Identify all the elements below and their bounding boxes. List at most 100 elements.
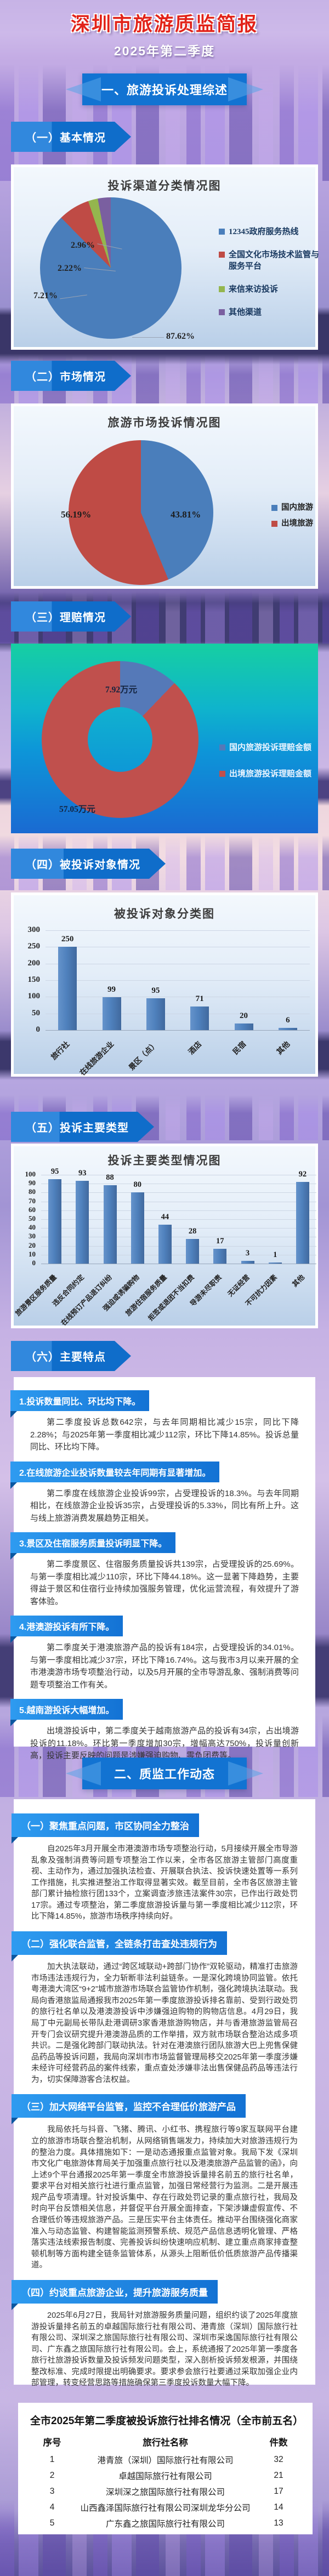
- bar: [48, 1179, 62, 1264]
- legend-label: 全国文化市场技术监管与服务平台: [229, 251, 320, 271]
- pie-chart: [69, 440, 213, 585]
- donut-hole: [88, 707, 152, 772]
- claim-amounts-chart-card: 7.92万元 57.05万元 国内旅游投诉理赔金额 出境旅游投诉理赔金额: [11, 644, 318, 833]
- legend-item: 国内旅游投诉理赔金额: [219, 742, 318, 753]
- legend-item: 出境旅游投诉理赔金额: [219, 769, 318, 780]
- table-row: 4 山西鑫泽国际旅行社有限公司深圳龙华分公司 14: [30, 2499, 300, 2515]
- x-category-label: 民宿: [231, 1039, 247, 1056]
- plot-area: 250 99 95 71 20 6: [46, 930, 310, 1031]
- legend-label: 出境旅游投诉理赔金额: [229, 770, 312, 779]
- gridline: [41, 1192, 316, 1193]
- bar: [131, 1192, 144, 1264]
- y-tick-label: 30: [29, 1232, 36, 1241]
- legend-swatch: [219, 229, 225, 235]
- feature-ribbon: 4.港澳游投诉有所下降。: [10, 1616, 123, 1643]
- x-category-label: 旅行社: [49, 1039, 71, 1062]
- table-cell: 13: [274, 2518, 283, 2528]
- bar-value-label: 71: [195, 994, 204, 1003]
- bar-value-label: 99: [107, 985, 116, 994]
- y-tick-label: 10: [29, 1249, 36, 1258]
- dynamics-ribbon: （二）强化联合监管，全链条打击查处违规行为: [12, 1931, 227, 1962]
- table-body: 1 港青旅（深圳）国际旅行社有限公司 32 2 卓越国际旅行社有限公司 21 3 深圳深之旅国…: [30, 2452, 300, 2531]
- complained-objects-chart-card: 被投诉对象分类图 250 99 95 71 20 6 0 50 100 150 200 250 300 旅…: [11, 892, 318, 1077]
- table-cell: 14: [274, 2502, 283, 2512]
- legend-label: 12345政府服务热线: [229, 228, 299, 236]
- bar-chart: 250 99 95 71 20 6 0 50 100 150 200 250 300 旅行社 在线旅游企业景…: [14, 925, 315, 1077]
- bar-value-label: 17: [216, 1236, 224, 1246]
- legend-label: 来信来访投诉: [229, 285, 279, 294]
- table-row: 1 港青旅（深圳）国际旅行社有限公司 32: [30, 2452, 300, 2467]
- feature-ribbon: 2.在线旅游企业投诉数量较去年同期有显著增加。: [10, 1461, 220, 1489]
- x-category-label: 酒店: [186, 1039, 203, 1056]
- bar: [296, 1182, 309, 1264]
- y-tick-label: 150: [27, 975, 41, 984]
- feature-ribbon: 3.景区及住宿服务质量投诉明显下降。: [10, 1532, 176, 1560]
- pie-callout-label: 87.62%: [166, 332, 195, 341]
- callout-line: [132, 337, 164, 338]
- y-tick-label: 0: [36, 1025, 41, 1034]
- chart-legend: 12345政府服务热线全国文化市场技术监管与服务平台来信来访投诉 其他渠道: [219, 226, 326, 330]
- legend-item: 国内旅游: [271, 503, 313, 514]
- dynamics-paragraph: 我局依托与抖音、飞猪、腾讯、小红书、携程旅行等9家互联网平台建立的旅游市场联合整…: [31, 2125, 298, 2270]
- table-cell: 4: [49, 2502, 55, 2512]
- bar: [146, 998, 165, 1030]
- feature-paragraph: 第二季度在线旅游企业投诉99宗，占受理投诉的18.3%。与去年同期相比，在线旅游…: [30, 1488, 299, 1523]
- table-header-agency: 旅行社名称: [143, 2438, 188, 2448]
- x-category-label: 无证经营: [226, 1273, 251, 1298]
- legend-label: 其他渠道: [229, 308, 262, 317]
- table-header-count: 件数: [269, 2438, 288, 2448]
- feature-paragraph: 第二季度关于港澳旅游产品的投诉有184宗，占受理投诉的34.01%。与第一季度相…: [30, 1643, 299, 1690]
- y-tick-label: 80: [29, 1187, 36, 1196]
- bar-value-label: 250: [61, 935, 74, 944]
- chart-title: 投诉主要类型情况图: [107, 1154, 222, 1167]
- table-header-row: 序号 旅行社名称 件数: [30, 2435, 300, 2448]
- dynamics-paragraph: 2025年6月27日，我局针对旅游服务质量问题，组织约谈了2025年度旅游投诉量…: [31, 2311, 298, 2388]
- table-row: 5 广东鑫之旅国际旅行社有限公司 13: [30, 2515, 300, 2531]
- bar: [186, 1238, 200, 1264]
- pie-callout-label: 7.21%: [33, 291, 58, 300]
- bar: [103, 1185, 117, 1264]
- dynamics-ribbon: （四）约谈重点旅游企业，提升旅游服务质量: [12, 2279, 218, 2310]
- bar-value-label: 80: [133, 1180, 141, 1190]
- part2-banner: 二、质监工作动态: [82, 1758, 247, 1789]
- legend-swatch: [271, 505, 277, 511]
- bar-value-label: 95: [151, 986, 160, 996]
- bar: [190, 1006, 209, 1030]
- legend-label: 国内旅游: [281, 503, 313, 512]
- dynamics-paragraph: 加大执法联动，通过“跨区域联动+跨部门协作”双轮驱动，精准打击旅游市场违法违规行…: [31, 1963, 298, 2084]
- donut-data-label: 57.05万元: [59, 805, 95, 814]
- y-tick-label: 50: [29, 1214, 36, 1222]
- section-banner-features: （六）主要特点: [11, 1341, 131, 1371]
- ranking-table-card: 全市2025年第二季度被投诉旅行社排名情况（全市前五名） 序号 旅行社名称 件数…: [18, 2403, 313, 2534]
- dynamics-card: （一）聚焦重点问题，市区协同全力整治 自2025年3月开展全市港澳游市场专项整治行…: [12, 1799, 315, 2387]
- table-cell: 2: [49, 2470, 55, 2480]
- section-banner-complaint-types: （五）投诉主要类型: [11, 1112, 154, 1142]
- legend-item: 来信来访投诉: [219, 284, 326, 295]
- feature-paragraph: 第二季度景区、住宿服务质量投诉共139宗，占受理投诉的25.69%。与第一季度相…: [30, 1560, 299, 1606]
- pie-data-label: 43.81%: [171, 509, 201, 520]
- gridline: [41, 1228, 316, 1229]
- section-banner-market: （二）市场情况: [11, 361, 131, 391]
- bar: [234, 1023, 253, 1030]
- bar-value-label: 93: [78, 1169, 87, 1178]
- y-tick-label: 300: [27, 925, 41, 934]
- feature-ribbon: 1.投诉数量同比、环比均下降。: [10, 1390, 150, 1418]
- bar: [76, 1181, 89, 1264]
- donut-chart: [42, 661, 198, 818]
- bar: [102, 997, 121, 1030]
- table-row: 3 深圳深之旅国际旅行社有限公司 17: [30, 2483, 300, 2499]
- chart-title: 投诉渠道分类情况图: [107, 179, 222, 192]
- bar: [58, 947, 77, 1030]
- y-tick-label: 70: [29, 1196, 36, 1205]
- pie-callout-label: 2.96%: [71, 241, 95, 250]
- features-card: 1.投诉数量同比、环比均下降。 第二季度投诉总数642宗，与去年同期相比减少15宗…: [10, 1377, 315, 1760]
- bar: [213, 1248, 227, 1264]
- part1-banner: 一、旅游投诉处理综述: [82, 73, 247, 105]
- y-tick-label: 250: [27, 942, 41, 951]
- table-cell: 3: [49, 2486, 55, 2496]
- gridline: [46, 930, 310, 931]
- y-tick-label: 100: [27, 992, 41, 1001]
- page-title: 深圳市旅游质监简报: [70, 14, 258, 35]
- legend-swatch: [219, 309, 225, 315]
- y-tick-label: 0: [32, 1259, 36, 1267]
